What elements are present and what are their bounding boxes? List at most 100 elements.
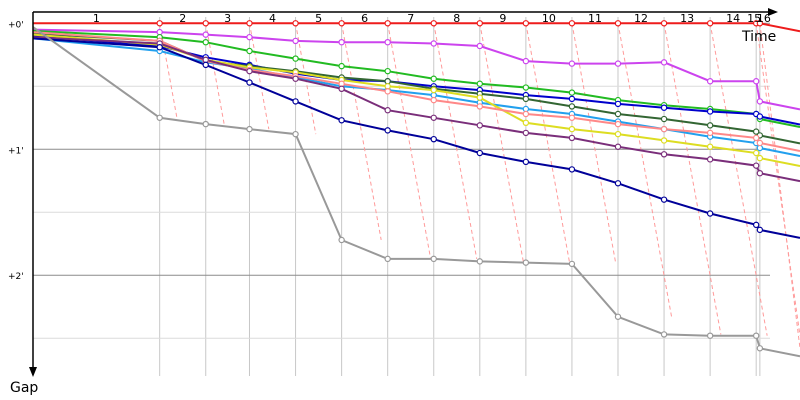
grid [33,17,770,376]
lap-connector [387,23,432,259]
data-point [338,85,345,93]
data-point [522,57,530,65]
x-tick-label: 14 [726,12,740,25]
series-line [32,36,761,174]
series-line [32,26,761,349]
data-point [384,255,391,263]
data-point [752,162,760,169]
lap-connector [709,23,768,336]
y-tick-label: +2' [8,272,24,282]
axes [29,8,778,377]
data-point [756,113,764,120]
data-point [568,20,576,27]
data-point [202,56,209,64]
lap-connector [755,23,800,336]
data-points [156,20,764,352]
data-point [522,119,530,127]
series-line [32,28,761,102]
data-point [246,33,253,41]
lap-connector [571,23,617,264]
x-tick-label: 7 [407,12,414,25]
lap-connector [617,23,673,317]
lap-connector [341,23,382,241]
data-point [660,20,668,27]
series-line-tail [759,22,800,33]
data-point [568,134,576,142]
data-point [660,137,668,144]
data-point [156,44,163,51]
x-tick-label: 13 [680,12,694,25]
data-point [476,94,484,101]
lap-connector [663,23,722,335]
data-point [338,38,345,46]
x-tick-label: 11 [588,12,602,25]
data-point [706,122,714,129]
x-axis-arrow [768,8,778,16]
data-point [156,20,163,27]
data-point [476,20,484,27]
series-line [32,33,761,159]
data-point [384,20,391,27]
data-point [292,37,299,45]
data-point [338,20,345,27]
x-tick-label: 6 [361,12,368,25]
series-line-tail [759,100,800,111]
x-tick-label: 12 [634,12,648,25]
data-point [430,96,437,104]
data-point [756,139,764,147]
data-point [476,80,484,87]
data-point [430,75,437,82]
data-point [476,122,484,129]
data-point [568,125,576,133]
data-point [660,104,668,111]
data-point [156,28,163,36]
data-point [706,332,714,339]
data-point [476,258,484,265]
data-point [756,226,764,234]
data-point [292,55,299,62]
series-line [32,29,761,120]
data-point [384,88,391,95]
series-line [32,34,761,118]
data-point [706,210,714,217]
data-point [476,42,484,50]
data-point [202,38,209,46]
lap-connector [525,23,571,263]
lap-connector [433,23,478,259]
lap-connector [205,23,225,125]
x-tick-label: 4 [269,12,276,25]
data-point [706,156,714,163]
data-point [338,62,345,70]
series-line-tail [759,172,800,183]
data-point [522,20,530,27]
data-point [202,20,209,27]
data-point [660,331,668,338]
data-point [568,95,576,103]
data-point [660,59,668,66]
data-point [292,20,299,27]
data-point [522,95,530,103]
data-point [752,134,760,142]
data-point [430,114,437,121]
series-line-tail [759,115,800,126]
data-point [568,103,576,110]
y-tick-labels: +0' +1' +2' [8,20,24,282]
x-tick-label: 2 [179,12,186,25]
data-point [338,80,345,87]
data-point [706,108,714,115]
data-point [614,100,622,108]
data-point [430,86,437,94]
data-point [568,60,576,67]
data-point [756,98,764,105]
data-point [568,114,576,121]
data-point [384,67,391,75]
y-axis-label: Gap [10,380,38,396]
series-line-tail [759,228,800,239]
x-tick-label: 5 [315,12,322,25]
x-tick-label: 16 [757,12,771,25]
data-point [752,332,760,339]
data-point [568,166,576,173]
data-point [706,20,714,27]
data-point [614,180,622,187]
data-point [202,31,209,38]
